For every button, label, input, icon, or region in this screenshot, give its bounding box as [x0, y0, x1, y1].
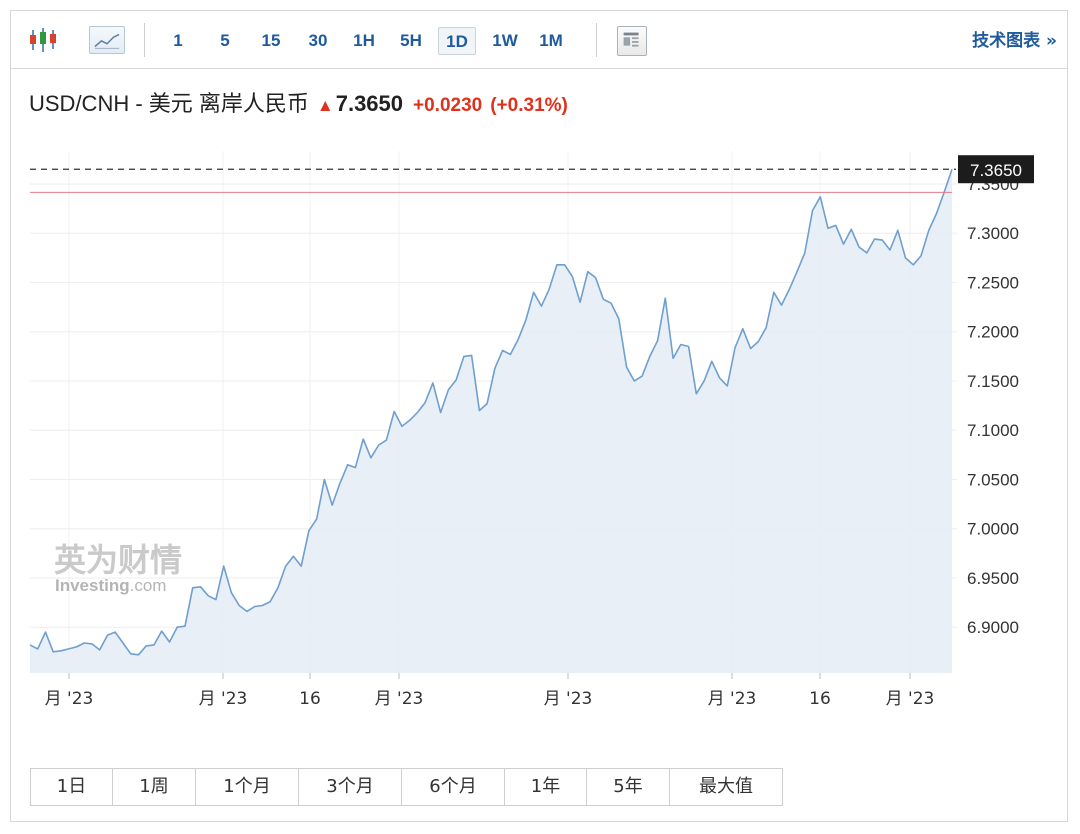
- y-tick-label: 6.9500: [967, 569, 1019, 588]
- x-tick-label: 月 '23: [544, 689, 593, 709]
- price-change: +0.0230: [413, 95, 483, 116]
- period-15[interactable]: 15: [261, 31, 281, 50]
- chart-toolbar: 1 5 15 30 1H 5H 1D 1W 1M 技术图表 »: [11, 11, 1067, 69]
- x-tick-label: 16: [299, 689, 321, 709]
- y-tick-label: 7.1000: [967, 421, 1019, 440]
- period-1m[interactable]: 1M: [539, 31, 563, 50]
- period-1h[interactable]: 1H: [353, 31, 375, 50]
- range-1-day[interactable]: 1日: [31, 769, 113, 805]
- period-1w[interactable]: 1W: [492, 31, 518, 50]
- last-price-tag: [958, 155, 1034, 184]
- range-6-months[interactable]: 6个月: [402, 769, 505, 805]
- range-1-year[interactable]: 1年: [505, 769, 587, 805]
- instrument-title: USD/CNH - 美元 离岸人民币: [29, 91, 309, 116]
- y-tick-label: 7.0000: [967, 520, 1019, 539]
- period-5[interactable]: 5: [220, 31, 230, 50]
- range-5-years[interactable]: 5年: [587, 769, 670, 805]
- range-selector: 1日 1周 1个月 3个月 6个月 1年 5年 最大值: [30, 768, 783, 806]
- watermark-cn: 英为财情: [54, 541, 182, 579]
- price-area-fill: [30, 169, 952, 673]
- last-price: 7.3650: [335, 91, 404, 116]
- chart-widget: 1 5 15 30 1H 5H 1D 1W 1M 技术图表 » USD/CNH …: [10, 10, 1068, 822]
- toolbar-divider: [596, 23, 597, 57]
- range-1-week[interactable]: 1周: [113, 769, 196, 805]
- period-30[interactable]: 30: [308, 31, 328, 50]
- data-table-icon[interactable]: [617, 26, 647, 56]
- x-tick-label: 16: [809, 689, 831, 709]
- x-tick-label: 月 '23: [45, 689, 94, 709]
- table-glyph-icon: [623, 32, 639, 47]
- y-tick-label: 7.0500: [967, 470, 1019, 489]
- period-1[interactable]: 1: [173, 31, 183, 50]
- range-1-month[interactable]: 1个月: [196, 769, 299, 805]
- y-tick-label: 7.3000: [967, 224, 1019, 243]
- range-3-months[interactable]: 3个月: [299, 769, 402, 805]
- up-arrow-icon: ▲: [316, 96, 334, 115]
- period-1d[interactable]: 1D: [438, 27, 476, 55]
- range-max[interactable]: 最大值: [699, 776, 753, 797]
- candlestick-chart-icon[interactable]: [29, 27, 57, 53]
- y-tick-label: 6.9000: [967, 618, 1019, 637]
- y-tick-label: 7.1500: [967, 372, 1019, 391]
- period-5h[interactable]: 5H: [400, 31, 422, 50]
- watermark-investing: Investing.com: [55, 576, 166, 595]
- x-tick-label: 月 '23: [375, 689, 424, 709]
- price-line[interactable]: [29, 168, 953, 656]
- price-chart[interactable]: 6.9000 6.9500 7.0000 7.0500 7.1000 7.1500 7.20…: [11, 11, 1069, 751]
- x-tick-label: 月 '23: [886, 689, 935, 709]
- x-tick-label: 月 '23: [199, 689, 248, 709]
- price-change-percent: (+0.31%): [490, 95, 568, 116]
- last-price-tag-label: 7.3650: [970, 161, 1022, 180]
- y-tick-label: 7.2000: [967, 323, 1019, 342]
- technical-chart-link[interactable]: 技术图表 »: [972, 31, 1057, 51]
- x-tick-label: 月 '23: [708, 689, 757, 709]
- y-tick-label: 7.2500: [967, 273, 1019, 292]
- line-chart-icon[interactable]: [89, 26, 125, 54]
- toolbar-divider: [144, 23, 145, 57]
- instrument-header: USD/CNH - 美元 离岸人民币 ▲7.3650 +0.0230 (+0.31%): [29, 89, 568, 119]
